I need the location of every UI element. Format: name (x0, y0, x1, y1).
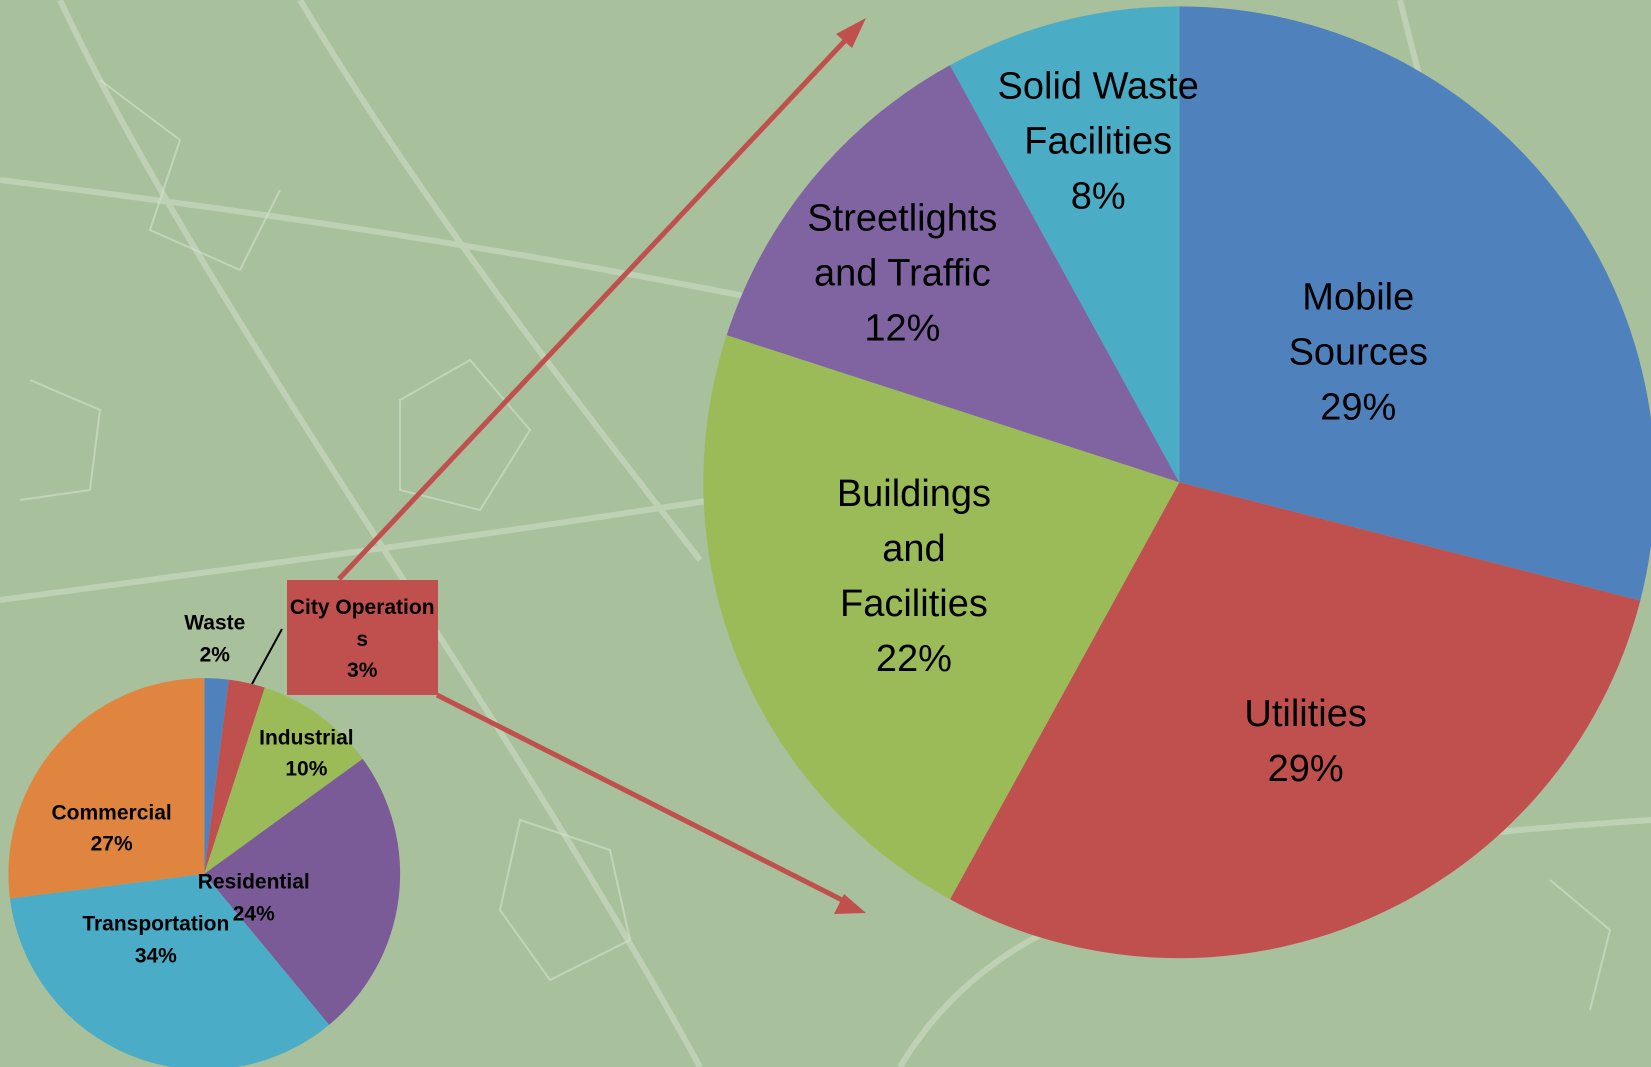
value-label: 29% (1269, 380, 1448, 435)
category-label: Utilities (1200, 687, 1411, 742)
value-label: 10% (238, 754, 375, 786)
pie-slice (8, 678, 204, 898)
category-label: Solid Waste Facilities (961, 60, 1235, 170)
value-label: 27% (27, 829, 195, 861)
value-label: 12% (776, 301, 1029, 356)
value-label: 22% (809, 632, 1020, 687)
value-label: 34% (77, 940, 235, 972)
category-label: Waste (152, 608, 278, 640)
value-label: 8% (961, 170, 1235, 225)
value-label: 29% (1200, 742, 1411, 797)
category-label: City Operations (289, 592, 436, 655)
category-label: Mobile Sources (1269, 270, 1448, 380)
category-label: Commercial (27, 797, 195, 829)
slide: Waste2%City Operations3%Industrial10%Res… (0, 0, 1651, 1067)
category-label: Residential (175, 867, 333, 899)
category-label: Buildings and Facilities (809, 467, 1020, 632)
value-label: 3% (289, 655, 436, 687)
category-label: Transportation (77, 909, 235, 941)
value-label: 2% (152, 639, 278, 671)
category-label: Industrial (238, 722, 375, 754)
